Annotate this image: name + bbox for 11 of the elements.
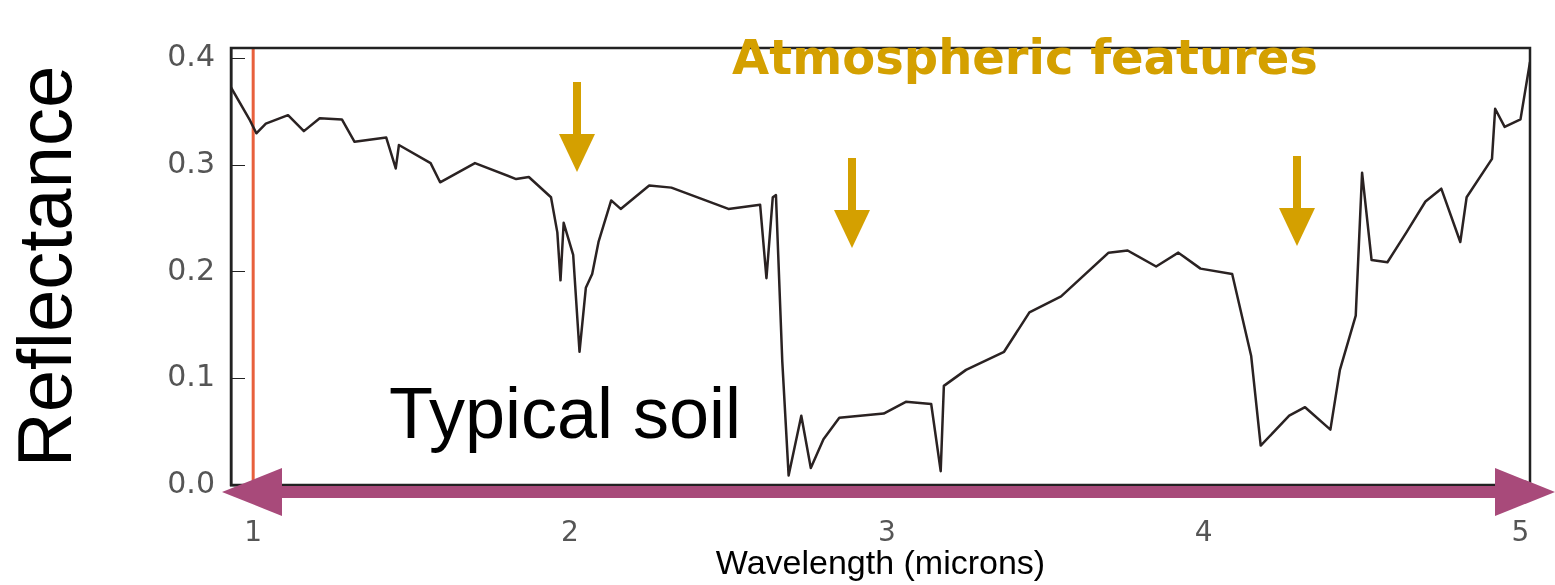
x-tick-label: 2 — [561, 515, 579, 549]
y-tick-label: 0.1 — [167, 358, 215, 394]
x-tick-label: 4 — [1194, 515, 1213, 549]
x-tick-label: 1 — [244, 515, 263, 549]
annotation: Typical soil — [388, 372, 742, 453]
x-tick-label: 5 — [1511, 515, 1530, 549]
y-axis-title: Reflectance — [1, 65, 87, 468]
y-tick-label: 0.3 — [167, 145, 215, 181]
y-tick-label: 0.2 — [167, 251, 215, 287]
y-tick-label: 0.4 — [167, 38, 215, 74]
y-tick-label: 0.0 — [167, 464, 215, 500]
